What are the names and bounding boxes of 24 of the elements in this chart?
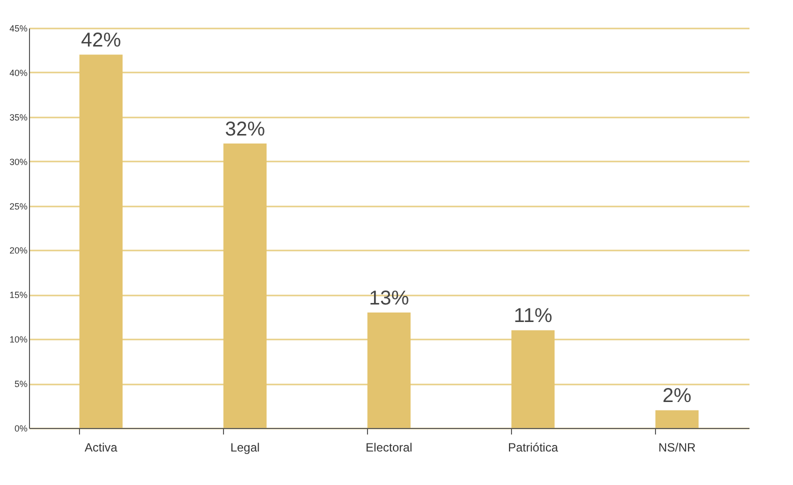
- y-tick-label: 15%: [9, 290, 28, 300]
- x-tick-label: Electoral: [366, 440, 412, 454]
- y-tick-label: 35%: [9, 112, 28, 122]
- data-label: 32%: [224, 118, 266, 141]
- bar: [655, 410, 699, 428]
- x-tick-label: Activa: [84, 440, 118, 454]
- x-tick-label: Legal: [230, 440, 260, 454]
- y-tick-label: 45%: [9, 24, 28, 34]
- bar: [223, 144, 267, 428]
- y-tick-label: 10%: [9, 334, 28, 345]
- data-label: 11%: [514, 305, 552, 328]
- y-tick-label: 40%: [9, 68, 28, 78]
- y-tick-label: 5%: [14, 379, 28, 390]
- bar: [511, 330, 555, 428]
- y-tick-label: 0%: [14, 424, 28, 434]
- y-tick-label: 20%: [9, 246, 28, 256]
- y-tick-label: 30%: [9, 156, 28, 167]
- y-tick-label: 25%: [9, 201, 28, 212]
- bar: [367, 312, 411, 428]
- x-tick-label: Patriótica: [508, 440, 558, 454]
- bar: [79, 54, 123, 428]
- data-label: 42%: [80, 30, 122, 52]
- x-tick-label: NS/NR: [658, 440, 696, 454]
- data-label: 2%: [662, 385, 692, 408]
